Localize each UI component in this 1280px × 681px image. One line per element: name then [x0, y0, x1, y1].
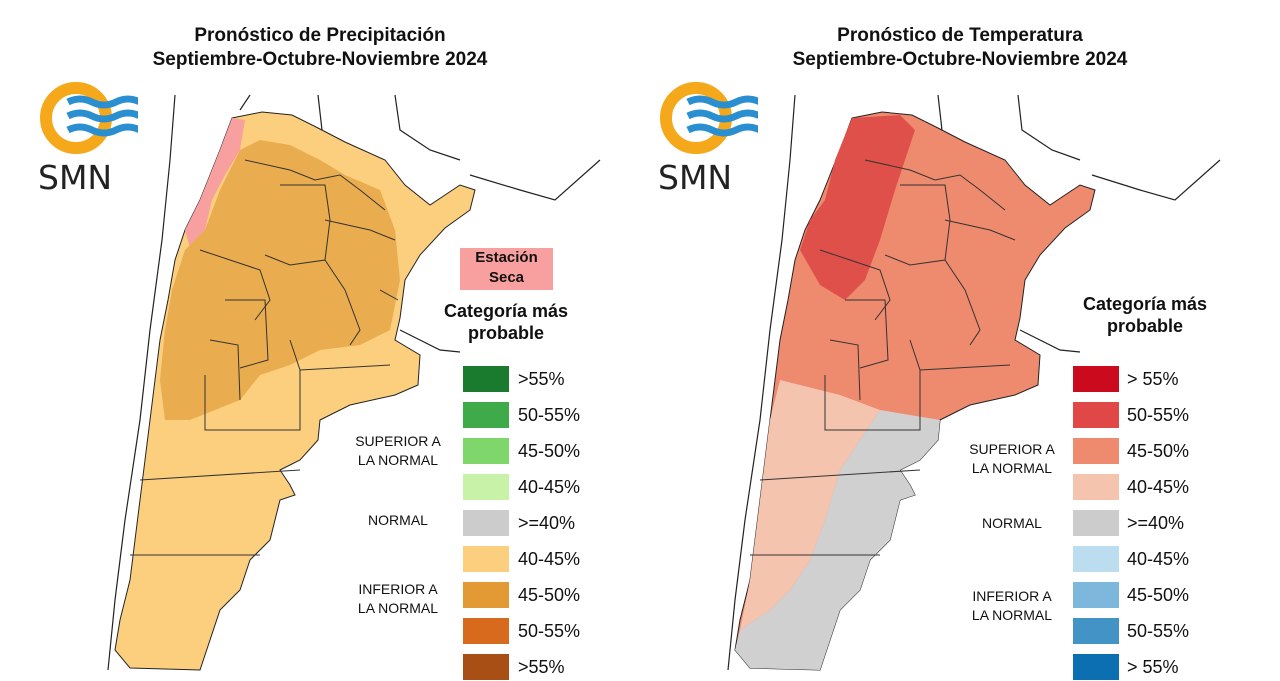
province-borders	[130, 159, 399, 556]
neighbour-borders	[107, 94, 601, 671]
legend-label: 50-55%	[1127, 405, 1190, 425]
legend-title-line-2: probable	[1106, 316, 1183, 336]
logo-text: SMN	[38, 158, 113, 197]
legend-label: 40-45%	[518, 549, 581, 569]
sun-wave-icon	[660, 82, 762, 154]
legend-swatch	[1073, 546, 1119, 572]
legend-label: > 55%	[1127, 657, 1179, 677]
legend-label: >=40%	[518, 513, 576, 533]
title-line-1: Pronóstico de Temperatura	[837, 25, 1083, 46]
precipitation-map	[107, 94, 601, 671]
legend-label: 50-55%	[518, 621, 581, 641]
sun-wave-icon	[40, 82, 142, 154]
temperature-title: Pronóstico de Temperatura Septiembre-Oct…	[640, 24, 1280, 72]
above-normal-zone	[160, 140, 400, 420]
light-above-zone	[740, 380, 880, 630]
legend-label: 45-50%	[518, 441, 581, 461]
normal-zone	[735, 410, 940, 670]
legend-swatch	[1073, 366, 1119, 392]
group-inferior-line-2: LA NORMAL	[357, 600, 439, 616]
neighbour-borders	[727, 94, 1221, 671]
group-inferior-line-1: INFERIOR A	[358, 581, 438, 597]
legend-label: >=40%	[1127, 513, 1185, 533]
precipitation-panel: Pronóstico de Precipitación Septiembre-O…	[0, 24, 640, 680]
legend-swatch	[1073, 474, 1119, 500]
province-borders	[750, 159, 1016, 556]
legend-swatch	[463, 438, 509, 464]
group-inferior: INFERIOR A LA NORMAL	[343, 580, 453, 618]
legend-label: 45-50%	[518, 585, 581, 605]
legend-swatch	[463, 618, 509, 644]
legend-swatch	[463, 654, 509, 680]
legend-swatch	[463, 474, 509, 500]
legend-swatch	[463, 546, 509, 572]
group-inferior: INFERIOR A LA NORMAL	[957, 587, 1067, 625]
group-superior: SUPERIOR A LA NORMAL	[343, 432, 453, 470]
smn-logo: SMN	[38, 80, 142, 197]
legend-label: 40-45%	[1127, 477, 1190, 497]
legend-swatch	[1073, 582, 1119, 608]
dry-season-label-line-2: Seca	[488, 269, 525, 286]
logo-text: SMN	[658, 158, 733, 197]
group-superior-line-1: SUPERIOR A	[969, 441, 1055, 457]
legend-title-line-1: Categoría más	[1082, 294, 1208, 314]
legend-title: Categoría más probable	[1060, 293, 1230, 337]
title-line-2: Septiembre-Octubre-Noviembre 2024	[792, 49, 1128, 70]
group-inferior-line-1: INFERIOR A	[972, 588, 1052, 604]
title-line-2: Septiembre-Octubre-Noviembre 2024	[152, 49, 488, 70]
legend-swatch	[1073, 618, 1119, 644]
precipitation-title: Pronóstico de Precipitación Septiembre-O…	[0, 24, 640, 72]
strong-above-zone	[800, 115, 915, 300]
legend-title-line-1: Categoría más	[443, 301, 569, 321]
legend-swatch	[463, 402, 509, 428]
dry-season-badge: Estación Seca	[460, 248, 553, 290]
temperature-map	[727, 94, 1221, 671]
legend-swatch	[463, 582, 509, 608]
group-normal: NORMAL	[982, 515, 1042, 531]
group-superior-line-2: LA NORMAL	[971, 460, 1053, 476]
legend-label: 45-50%	[1127, 441, 1190, 461]
group-superior: SUPERIOR A LA NORMAL	[957, 440, 1067, 478]
legend-label: > 55%	[1127, 369, 1179, 389]
legend-title-line-2: probable	[467, 323, 544, 343]
group-superior-line-2: LA NORMAL	[357, 452, 439, 468]
legend-label: 40-45%	[1127, 549, 1190, 569]
legend-label: >55%	[518, 369, 565, 389]
legend-title: Categoría más probable	[421, 300, 591, 344]
group-superior-line-1: SUPERIOR A	[355, 433, 441, 449]
legend-swatch	[463, 366, 509, 392]
dry-season-zone	[185, 118, 245, 248]
dry-season-label-line-1: Estación	[475, 249, 538, 266]
smn-logo: SMN	[658, 80, 762, 197]
legend-swatch	[463, 510, 509, 536]
group-normal: NORMAL	[368, 512, 428, 528]
legend-swatch	[1073, 654, 1119, 680]
legend-label: 50-55%	[518, 405, 581, 425]
legend-swatch	[1073, 438, 1119, 464]
group-inferior-line-2: LA NORMAL	[971, 607, 1053, 623]
legend-label: 50-55%	[1127, 621, 1190, 641]
legend-label: >55%	[518, 657, 565, 677]
legend-label: 40-45%	[518, 477, 581, 497]
title-line-1: Pronóstico de Precipitación	[194, 25, 446, 46]
legend-label: 45-50%	[1127, 585, 1190, 605]
legend-swatch	[1073, 510, 1119, 536]
legend-swatch	[1073, 402, 1119, 428]
temperature-panel: Pronóstico de Temperatura Septiembre-Oct…	[640, 0, 1280, 681]
